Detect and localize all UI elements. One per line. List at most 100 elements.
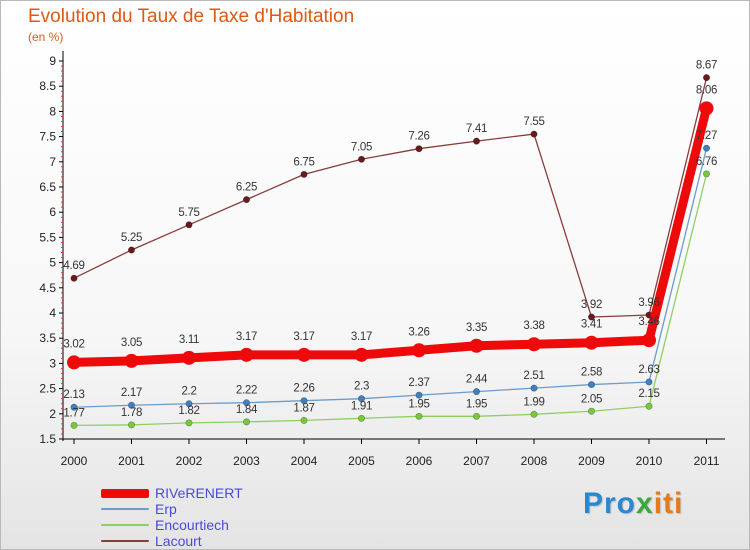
data-label: 1.95 (466, 398, 487, 410)
data-label: 2.17 (121, 387, 142, 399)
data-label: 7.26 (408, 131, 429, 143)
data-label: 1.91 (351, 400, 372, 412)
data-label: 3.96 (638, 297, 659, 309)
x-tick-label: 2003 (233, 454, 260, 468)
y-tick-label: 1.5 (39, 432, 56, 446)
data-label: 3.02 (63, 338, 84, 350)
data-label: 3.26 (408, 326, 429, 338)
x-tick-label: 2000 (61, 454, 88, 468)
data-point (357, 414, 365, 422)
data-point (70, 274, 78, 282)
y-tick-label: 2 (49, 407, 56, 421)
data-label: 1.95 (408, 398, 429, 410)
legend-label: RIVeRENERT (155, 485, 243, 501)
legend-label: Lacourt (155, 533, 202, 549)
data-point (472, 388, 480, 396)
chart-unit-label: (en %) (28, 30, 64, 44)
data-point (70, 403, 78, 411)
data-label: 2.3 (354, 381, 369, 393)
data-point (642, 333, 656, 348)
data-label: 2.15 (638, 388, 659, 400)
y-tick-label: 3.5 (39, 331, 56, 345)
data-point (472, 137, 480, 145)
data-point (412, 343, 426, 358)
data-label: 3.46 (638, 316, 659, 328)
x-tick-label: 2002 (176, 454, 203, 468)
data-label: 4.69 (63, 260, 84, 272)
data-point (128, 401, 136, 409)
data-point (645, 402, 653, 410)
data-point (530, 130, 538, 138)
data-label: 2.13 (63, 389, 84, 401)
data-point (67, 355, 81, 370)
x-tick-label: 2001 (118, 454, 145, 468)
data-label: 1.84 (236, 404, 258, 416)
data-label: 8.67 (696, 60, 717, 72)
legend-swatch (101, 488, 149, 498)
series-line-1 (73, 147, 708, 408)
series-layer (67, 74, 714, 429)
data-point (128, 246, 136, 254)
data-point (354, 347, 369, 362)
data-label: 1.78 (121, 407, 142, 419)
data-label: 2.2 (181, 386, 196, 398)
data-label: 7.05 (351, 141, 372, 153)
data-label: 7.41 (466, 123, 487, 135)
data-point (415, 391, 423, 399)
x-tick-label: 2009 (578, 454, 605, 468)
data-point (702, 170, 710, 178)
y-tick-label: 2.5 (39, 382, 56, 396)
data-point (584, 335, 599, 350)
data-point (357, 395, 365, 403)
data-point (239, 347, 254, 362)
data-point (185, 400, 193, 408)
series-line-3 (73, 76, 708, 318)
data-point (357, 155, 365, 163)
proxiti-logo: Proxiti (583, 487, 684, 520)
y-tick-label: 6 (49, 205, 56, 219)
data-label: 2.05 (581, 393, 602, 405)
x-tick-label: 2008 (521, 454, 548, 468)
data-point (415, 145, 423, 153)
series-line-2 (73, 173, 708, 427)
data-point (300, 397, 308, 405)
data-label: 2.37 (408, 377, 429, 389)
data-label: 7.27 (696, 130, 717, 142)
data-label: 6.75 (293, 156, 314, 168)
data-point (472, 412, 480, 420)
data-labels-layer: 3.02 3.05 3.11 3.17 3.17 3.17 3.26 3.35 3.38 3.41… (63, 60, 717, 420)
data-label: 2.26 (293, 383, 314, 395)
data-point (530, 384, 538, 392)
data-label: 8.06 (696, 84, 717, 96)
x-tick-label: 2006 (406, 454, 433, 468)
legend-label: Erp (155, 501, 177, 517)
x-tick-label: 2007 (463, 454, 490, 468)
legend-swatch (101, 508, 149, 510)
y-tick-label: 5 (49, 256, 56, 270)
data-point (645, 378, 653, 386)
axes: 1.5 2 2.5 3 3.5 4 4.5 5 5.5 6 6.5 7 7.5 8 8.5 9 2000 2001… (39, 51, 725, 468)
x-tick-label: 2011 (694, 454, 720, 468)
x-tick-label: 2005 (348, 454, 375, 468)
data-point (587, 407, 595, 415)
data-point (300, 416, 308, 424)
data-label: 3.41 (581, 319, 602, 331)
data-label: 2.63 (638, 364, 659, 376)
legend-swatch (101, 540, 149, 542)
y-tick-label: 7 (49, 155, 56, 169)
y-tick-label: 7.5 (39, 130, 56, 144)
data-label: 3.05 (121, 337, 142, 349)
y-tick-label: 4.5 (39, 281, 56, 295)
data-label: 5.25 (121, 232, 142, 244)
series-line-0 (69, 103, 711, 367)
x-tick-label: 2004 (291, 454, 318, 468)
data-point (243, 196, 251, 204)
data-label: 6.25 (236, 182, 257, 194)
data-label: 7.55 (523, 116, 544, 128)
data-point (527, 337, 541, 352)
data-point (530, 410, 538, 418)
data-point (243, 399, 251, 407)
y-tick-label: 5.5 (39, 230, 56, 244)
